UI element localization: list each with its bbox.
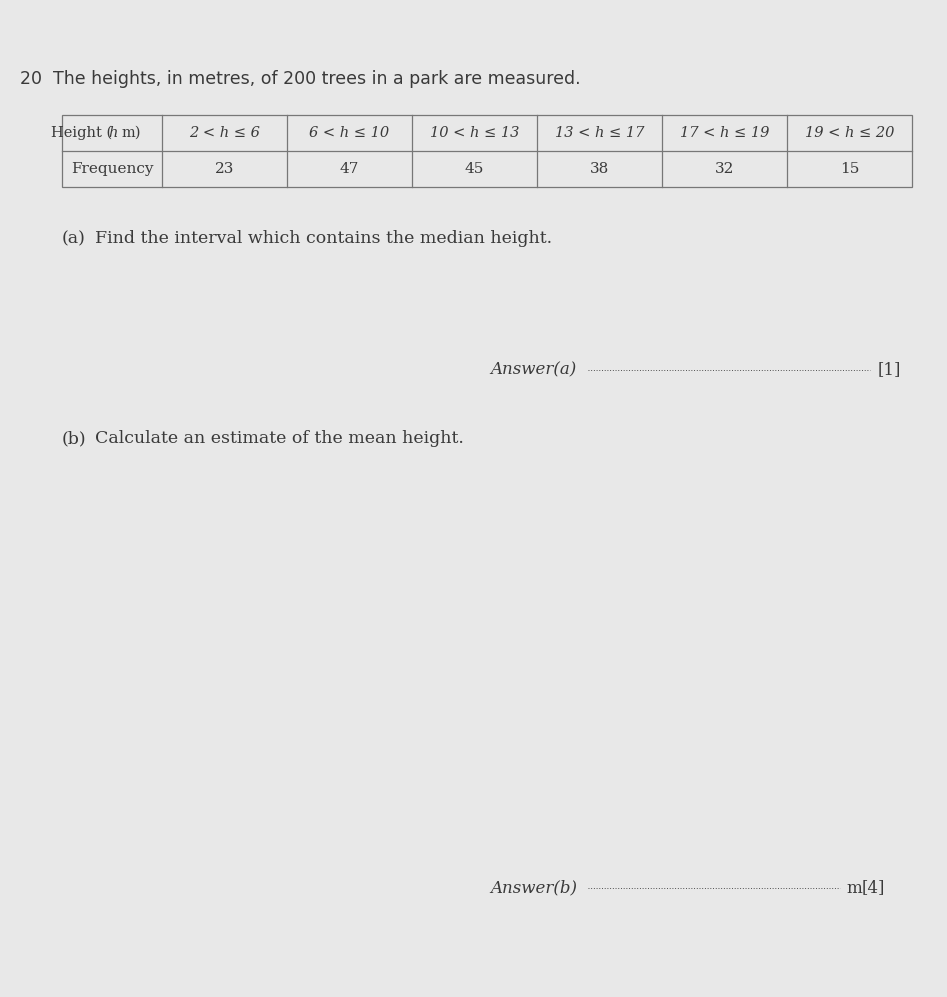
Text: [1]: [1] <box>878 362 902 379</box>
Text: (a): (a) <box>62 230 86 247</box>
Text: Frequency: Frequency <box>71 162 153 176</box>
Text: 47: 47 <box>340 162 359 176</box>
Text: 32: 32 <box>715 162 734 176</box>
Text: 15: 15 <box>840 162 859 176</box>
Text: 23: 23 <box>215 162 234 176</box>
Text: m): m) <box>122 126 141 140</box>
Text: 10 < h ≤ 13: 10 < h ≤ 13 <box>430 126 519 140</box>
Text: Calculate an estimate of the mean height.: Calculate an estimate of the mean height… <box>95 430 464 447</box>
Text: Answer(b): Answer(b) <box>490 879 577 896</box>
Text: Answer(a): Answer(a) <box>490 362 577 379</box>
Text: h: h <box>108 126 117 140</box>
Text: Find the interval which contains the median height.: Find the interval which contains the med… <box>95 230 552 247</box>
Text: 13 < h ≤ 17: 13 < h ≤ 17 <box>555 126 644 140</box>
Text: Height (: Height ( <box>51 126 112 141</box>
Text: 19 < h ≤ 20: 19 < h ≤ 20 <box>805 126 894 140</box>
Text: [4]: [4] <box>862 879 885 896</box>
Text: 6 < h ≤ 10: 6 < h ≤ 10 <box>310 126 389 140</box>
Text: 20  The heights, in metres, of 200 trees in a park are measured.: 20 The heights, in metres, of 200 trees … <box>20 70 581 88</box>
Text: (b): (b) <box>62 430 86 447</box>
Text: 38: 38 <box>590 162 609 176</box>
Text: 2 < h ≤ 6: 2 < h ≤ 6 <box>189 126 259 140</box>
Text: 17 < h ≤ 19: 17 < h ≤ 19 <box>680 126 769 140</box>
Bar <box>62 115 912 187</box>
Text: m: m <box>846 879 862 896</box>
Text: 45: 45 <box>465 162 484 176</box>
